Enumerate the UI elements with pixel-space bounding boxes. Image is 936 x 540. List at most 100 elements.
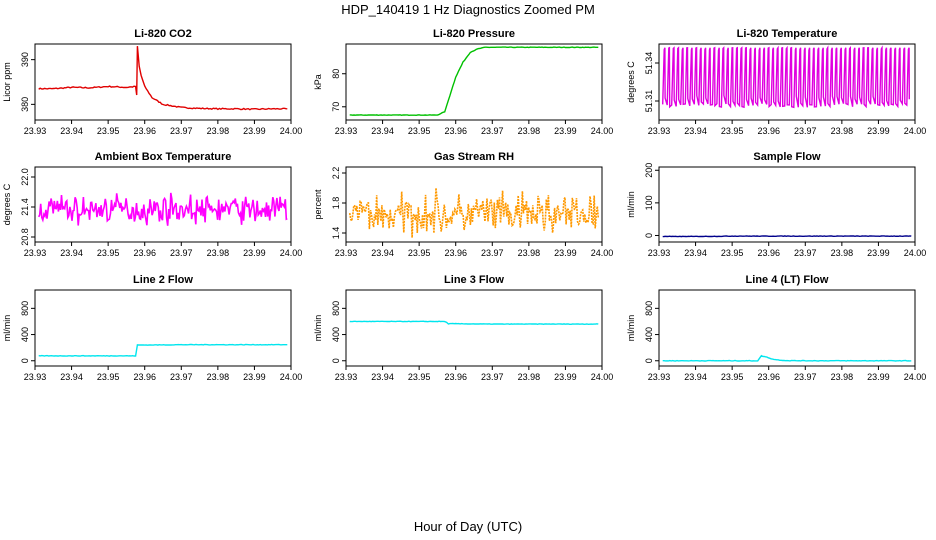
panel-title: Li-820 CO2 bbox=[134, 28, 191, 40]
y-tick-label: 21.4 bbox=[20, 198, 30, 216]
x-tick-label: 23.95 bbox=[408, 248, 431, 258]
x-tick-label: 23.97 bbox=[481, 248, 504, 258]
x-tick-label: 23.93 bbox=[335, 126, 358, 136]
x-tick-label: 23.98 bbox=[207, 126, 230, 136]
x-tick-label: 24.00 bbox=[904, 126, 927, 136]
x-tick-label: 23.96 bbox=[444, 126, 467, 136]
x-tick-label: 23.93 bbox=[648, 126, 671, 136]
y-tick-label: 1.4 bbox=[331, 227, 341, 240]
x-tick-label: 24.00 bbox=[591, 248, 614, 258]
plot-frame bbox=[345, 43, 603, 121]
x-tick-label: 23.96 bbox=[444, 372, 467, 382]
x-tick-label: 23.96 bbox=[444, 248, 467, 258]
x-tick-label: 23.99 bbox=[243, 126, 266, 136]
plot-frame bbox=[345, 289, 603, 367]
y-axis-label: ml/min bbox=[313, 315, 323, 342]
panel-title: Sample Flow bbox=[753, 151, 821, 163]
series-line bbox=[349, 320, 599, 326]
x-tick-label: 23.99 bbox=[554, 126, 577, 136]
y-tick-label: 0 bbox=[20, 358, 30, 363]
plot-frame bbox=[658, 43, 916, 121]
y-tick-label: 22.0 bbox=[20, 168, 30, 186]
x-tick-label: 23.93 bbox=[24, 126, 47, 136]
panel-title: Li-820 Temperature bbox=[737, 28, 838, 40]
y-axis-label: percent bbox=[313, 189, 323, 220]
x-tick-label: 23.93 bbox=[648, 372, 671, 382]
plot-frame bbox=[34, 43, 292, 121]
x-tick-label: 23.95 bbox=[721, 372, 744, 382]
x-tick-label: 24.00 bbox=[591, 372, 614, 382]
x-tick-label: 23.97 bbox=[794, 372, 817, 382]
y-tick-label: 0 bbox=[644, 233, 654, 238]
x-tick-label: 23.95 bbox=[721, 126, 744, 136]
y-tick-label: 800 bbox=[331, 301, 341, 316]
panel-title: Ambient Box Temperature bbox=[95, 151, 232, 163]
y-tick-label: 390 bbox=[20, 52, 30, 67]
y-tick-label: 51.34 bbox=[644, 52, 654, 75]
plot-frame bbox=[345, 166, 603, 243]
plot-frame bbox=[658, 289, 916, 367]
x-tick-label: 23.93 bbox=[24, 248, 47, 258]
x-tick-label: 23.93 bbox=[648, 248, 671, 258]
x-tick-label: 23.93 bbox=[335, 248, 358, 258]
x-tick-label: 23.96 bbox=[757, 372, 780, 382]
x-tick-label: 24.00 bbox=[904, 248, 927, 258]
x-tick-label: 23.96 bbox=[757, 126, 780, 136]
series-line bbox=[662, 235, 912, 238]
y-tick-label: 0 bbox=[644, 358, 654, 363]
x-tick-label: 23.94 bbox=[60, 248, 83, 258]
x-tick-label: 23.97 bbox=[170, 372, 193, 382]
x-tick-label: 23.94 bbox=[60, 126, 83, 136]
x-tick-label: 23.99 bbox=[867, 248, 890, 258]
panel-3: Li-820 Temperature degrees C 23.93 23.94 23.… bbox=[626, 28, 926, 136]
x-tick-label: 23.98 bbox=[518, 372, 541, 382]
x-tick-label: 23.98 bbox=[831, 372, 854, 382]
y-axis-label: ml/min bbox=[626, 315, 636, 342]
y-tick-label: 0 bbox=[331, 358, 341, 363]
panel-1: Li-820 CO2 Licor ppm 23.93 23.94 23.95 23.96 2… bbox=[2, 28, 302, 136]
panel-title: Li-820 Pressure bbox=[433, 28, 515, 40]
series-line bbox=[348, 187, 600, 238]
x-tick-label: 23.95 bbox=[721, 248, 744, 258]
y-axis-label: degrees C bbox=[2, 183, 12, 225]
x-tick-label: 23.96 bbox=[133, 372, 156, 382]
x-tick-label: 24.00 bbox=[280, 126, 303, 136]
x-tick-label: 23.95 bbox=[97, 248, 120, 258]
series-line bbox=[38, 46, 288, 111]
figure-title: HDP_140419 1 Hz Diagnostics Zoomed PM bbox=[341, 2, 595, 17]
x-tick-label: 23.98 bbox=[518, 248, 541, 258]
x-tick-label: 23.97 bbox=[170, 126, 193, 136]
x-tick-label: 23.94 bbox=[684, 126, 707, 136]
x-tick-label: 24.00 bbox=[280, 248, 303, 258]
x-tick-label: 23.99 bbox=[243, 372, 266, 382]
x-tick-label: 23.98 bbox=[518, 126, 541, 136]
series-line bbox=[662, 354, 912, 362]
y-tick-label: 400 bbox=[331, 327, 341, 342]
y-tick-label: 800 bbox=[20, 301, 30, 316]
panel-8: Line 3 Flow ml/min 23.93 23.94 23.95 23.96 23.… bbox=[313, 274, 613, 382]
x-tick-label: 23.95 bbox=[97, 126, 120, 136]
panel-title: Line 3 Flow bbox=[444, 274, 504, 286]
x-tick-label: 23.98 bbox=[207, 248, 230, 258]
x-tick-label: 23.95 bbox=[408, 372, 431, 382]
y-tick-label: 100 bbox=[644, 195, 654, 210]
y-axis-label: kPa bbox=[313, 74, 323, 90]
x-tick-label: 23.93 bbox=[24, 372, 47, 382]
series-line bbox=[38, 343, 288, 357]
plot-frame bbox=[658, 166, 916, 243]
y-tick-label: 2.2 bbox=[331, 167, 341, 180]
panel-9: Line 4 (LT) Flow ml/min 23.93 23.94 23.95 23.… bbox=[626, 274, 926, 382]
x-tick-label: 23.96 bbox=[757, 248, 780, 258]
x-tick-label: 24.00 bbox=[591, 126, 614, 136]
x-tick-label: 23.97 bbox=[794, 248, 817, 258]
y-tick-label: 70 bbox=[331, 102, 341, 112]
x-tick-label: 23.95 bbox=[97, 372, 120, 382]
y-axis-label: ml/min bbox=[2, 315, 12, 342]
panel-4: Ambient Box Temperature degrees C 23.93 23.… bbox=[2, 151, 302, 258]
x-tick-label: 23.94 bbox=[684, 372, 707, 382]
x-tick-label: 23.94 bbox=[371, 372, 394, 382]
y-axis-label: Licor ppm bbox=[2, 62, 12, 102]
x-tick-label: 23.93 bbox=[335, 372, 358, 382]
x-tick-label: 23.99 bbox=[554, 248, 577, 258]
